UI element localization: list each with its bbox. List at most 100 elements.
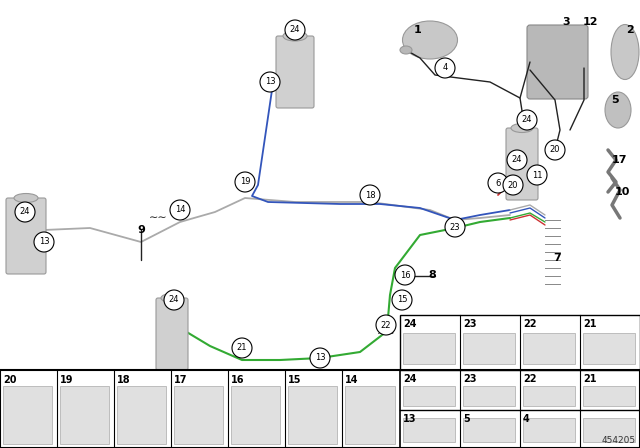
Text: 13: 13	[315, 353, 325, 362]
Circle shape	[435, 58, 455, 78]
Text: 24: 24	[169, 296, 179, 305]
Text: 8: 8	[428, 270, 436, 280]
Ellipse shape	[605, 92, 631, 128]
Circle shape	[503, 175, 523, 195]
Text: 21: 21	[583, 374, 596, 384]
Circle shape	[376, 315, 396, 335]
Text: 5: 5	[463, 414, 470, 424]
Circle shape	[395, 265, 415, 285]
Bar	[523, 386, 575, 406]
Text: 19: 19	[60, 375, 74, 385]
Ellipse shape	[511, 124, 533, 133]
Bar	[583, 418, 635, 442]
Text: 22: 22	[523, 374, 536, 384]
Ellipse shape	[161, 293, 183, 302]
Text: 24: 24	[522, 116, 532, 125]
Ellipse shape	[611, 25, 639, 79]
Text: 21: 21	[237, 344, 247, 353]
Text: 9: 9	[137, 225, 145, 235]
Text: 16: 16	[400, 271, 410, 280]
Text: 22: 22	[381, 320, 391, 329]
Text: 7: 7	[553, 253, 561, 263]
Bar	[400, 315, 640, 370]
Text: 6: 6	[495, 178, 500, 188]
Circle shape	[34, 232, 54, 252]
Text: 17: 17	[174, 375, 188, 385]
Bar	[403, 386, 455, 406]
Text: 24: 24	[403, 374, 417, 384]
Text: 19: 19	[240, 177, 250, 186]
Circle shape	[170, 200, 190, 220]
Circle shape	[232, 338, 252, 358]
Text: 17: 17	[611, 155, 627, 165]
Bar	[463, 333, 515, 364]
Circle shape	[445, 217, 465, 237]
Text: 23: 23	[450, 223, 460, 232]
Text: 22: 22	[523, 319, 536, 329]
Ellipse shape	[14, 194, 38, 202]
Text: 10: 10	[614, 187, 630, 197]
Text: 20: 20	[508, 181, 518, 190]
Text: 16: 16	[231, 375, 244, 385]
Circle shape	[310, 348, 330, 368]
Text: 24: 24	[20, 207, 30, 216]
Text: 2: 2	[626, 25, 634, 35]
Circle shape	[517, 110, 537, 130]
Text: 12: 12	[582, 17, 598, 27]
Bar	[345, 386, 395, 444]
Text: ∼∼: ∼∼	[148, 213, 168, 223]
FancyBboxPatch shape	[156, 298, 188, 370]
Text: 18: 18	[117, 375, 131, 385]
Bar	[174, 386, 223, 444]
Bar	[231, 386, 280, 444]
Text: 4: 4	[523, 414, 530, 424]
Text: 13: 13	[38, 237, 49, 246]
Text: 20: 20	[550, 146, 560, 155]
Ellipse shape	[283, 31, 307, 41]
Circle shape	[15, 202, 35, 222]
Circle shape	[488, 173, 508, 193]
Bar	[463, 418, 515, 442]
Text: 3: 3	[562, 17, 570, 27]
Circle shape	[507, 150, 527, 170]
Bar	[583, 386, 635, 406]
Text: 454205: 454205	[602, 436, 636, 445]
Bar	[403, 333, 455, 364]
Text: 11: 11	[532, 171, 542, 180]
Ellipse shape	[403, 21, 458, 59]
Bar	[463, 386, 515, 406]
Text: ∼∼: ∼∼	[376, 329, 396, 339]
Text: 20: 20	[3, 375, 17, 385]
Text: 24: 24	[512, 155, 522, 164]
Bar	[523, 418, 575, 442]
FancyBboxPatch shape	[527, 25, 588, 99]
Ellipse shape	[400, 46, 412, 54]
FancyBboxPatch shape	[6, 198, 46, 274]
Text: 13: 13	[265, 78, 275, 86]
Bar	[60, 386, 109, 444]
Bar	[583, 333, 635, 364]
Text: 21: 21	[583, 319, 596, 329]
FancyBboxPatch shape	[276, 36, 314, 108]
Bar	[117, 386, 166, 444]
Bar	[3, 386, 52, 444]
FancyBboxPatch shape	[506, 128, 538, 200]
Circle shape	[164, 290, 184, 310]
Text: 23: 23	[463, 319, 477, 329]
Bar	[288, 386, 337, 444]
Bar	[523, 333, 575, 364]
Bar	[0, 370, 640, 448]
Text: 14: 14	[345, 375, 358, 385]
Text: 15: 15	[397, 296, 407, 305]
Circle shape	[260, 72, 280, 92]
Text: 15: 15	[288, 375, 301, 385]
Text: 4: 4	[442, 64, 447, 73]
Text: 24: 24	[403, 319, 417, 329]
Circle shape	[285, 20, 305, 40]
Text: 13: 13	[403, 414, 417, 424]
Bar	[403, 418, 455, 442]
Circle shape	[360, 185, 380, 205]
Text: 1: 1	[414, 25, 422, 35]
Circle shape	[527, 165, 547, 185]
Circle shape	[392, 290, 412, 310]
